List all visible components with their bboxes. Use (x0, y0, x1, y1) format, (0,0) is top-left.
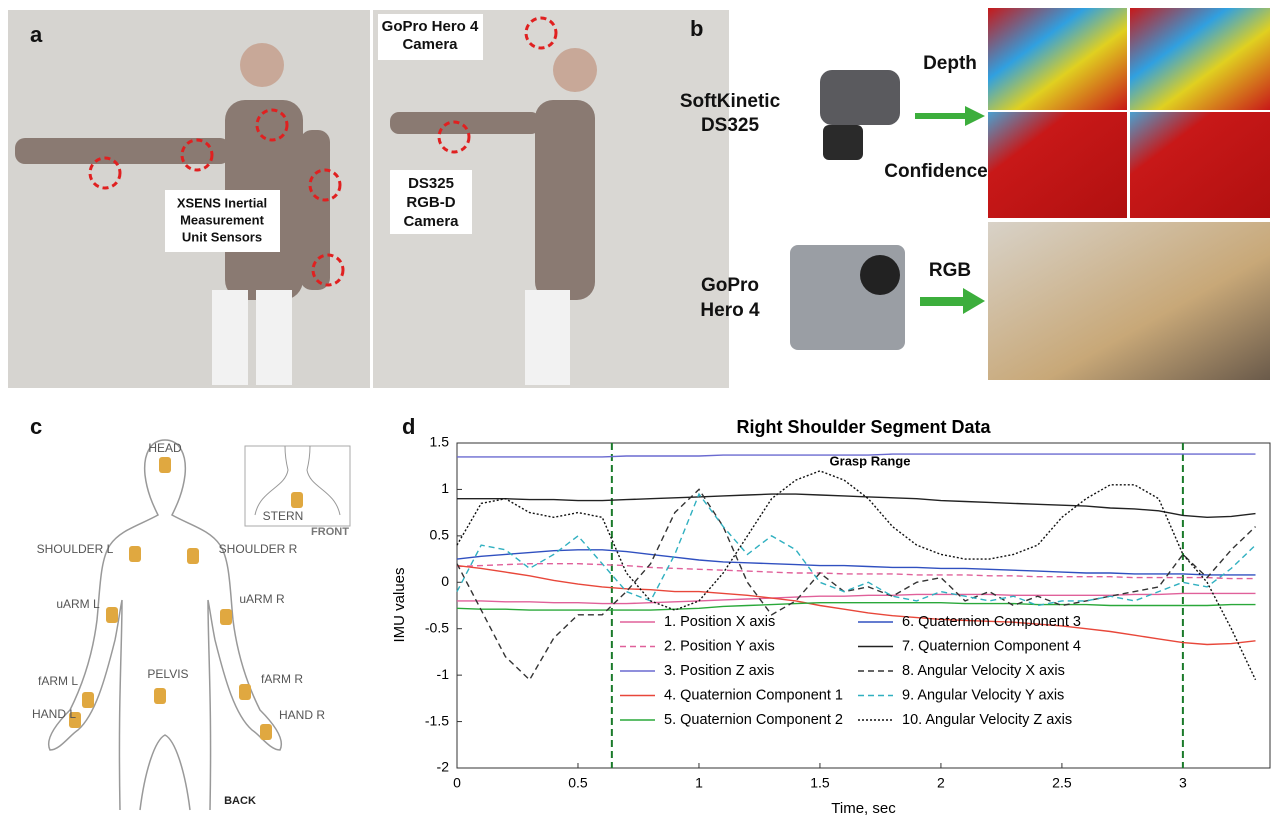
legend-label: 1. Position X axis (664, 614, 775, 630)
sensor-patch (106, 607, 118, 623)
legend-label: 10. Angular Velocity Z axis (902, 712, 1072, 728)
sensor-patch (291, 492, 303, 508)
y-axis-label: IMU values (391, 567, 408, 642)
sensor-patch (239, 684, 251, 700)
x-tick-label: 2 (937, 775, 945, 791)
device-label: GoPro (701, 275, 759, 296)
y-tick-label: -0.5 (425, 619, 449, 635)
legend-label: 3. Position Z axis (664, 663, 774, 679)
panel-label: b (690, 16, 703, 41)
panel-label: a (30, 22, 43, 47)
x-tick-label: 2.5 (1052, 775, 1072, 791)
x-tick-label: 1 (695, 775, 703, 791)
annotation: Grasp Range (830, 453, 911, 468)
callout: XSENS Inertial (177, 195, 267, 210)
sensor-patch (159, 457, 171, 473)
stream-label: Confidence (884, 161, 987, 182)
y-tick-label: 0.5 (430, 527, 450, 543)
sensor-patch (187, 548, 199, 564)
legend-label: 6. Quaternion Component 3 (902, 614, 1081, 630)
sensor-patch (129, 546, 141, 562)
confidence-image (988, 112, 1127, 218)
sensor-label: SHOULDER R (219, 542, 298, 556)
y-tick-label: -2 (437, 759, 450, 775)
callout: Camera (403, 213, 459, 230)
x-tick-label: 0.5 (568, 775, 588, 791)
sensor-label: STERN (263, 509, 304, 523)
panel-label: d (402, 414, 415, 439)
depth-image (1130, 8, 1270, 110)
callout: GoPro Hero 4 (382, 18, 479, 35)
x-tick-label: 3 (1179, 775, 1187, 791)
sensor-patch (82, 692, 94, 708)
sensor-patch (220, 609, 232, 625)
y-tick-label: -1.5 (425, 712, 449, 728)
legend-label: 5. Quaternion Component 2 (664, 712, 843, 728)
view-label: BACK (224, 795, 256, 807)
legend-label: 7. Quaternion Component 4 (902, 638, 1081, 654)
sensor-patch (260, 724, 272, 740)
gopro-lens (860, 255, 900, 295)
device-label: SoftKinetic (680, 91, 781, 112)
softkinetic-camera (820, 70, 900, 125)
sensor-label: SHOULDER L (37, 542, 114, 556)
sensor-label: uARM L (56, 597, 100, 611)
confidence-image (1130, 112, 1270, 218)
stream-label: Depth (923, 53, 977, 74)
rgb-image (988, 222, 1270, 380)
sensor-label: uARM R (239, 592, 285, 606)
chart: -2 -1.5 -1 -0.5 0 0.5 1 1.5 0 0.5 1 1.5 2 2.5 3 1. Posi… (391, 417, 1270, 817)
arrows (915, 106, 985, 314)
stream-label: RGB (929, 260, 971, 281)
sensor-label: HAND L (32, 707, 76, 721)
callout: Camera (402, 36, 458, 53)
x-tick-label: 0 (453, 775, 461, 791)
camera-stand (823, 125, 863, 160)
callout: Unit Sensors (182, 229, 262, 244)
sensor-label: fARM L (38, 674, 78, 688)
figure: -2 -1.5 -1 -0.5 0 0.5 1 1.5 0 0.5 1 1.5 2 2.5 3 1. Posi… (0, 0, 1280, 821)
sensor-label: fARM R (261, 672, 303, 686)
device-label: DS325 (701, 115, 760, 136)
callout: DS325 (408, 175, 454, 192)
y-tick-label: 1.5 (430, 434, 450, 450)
legend-label: 4. Quaternion Component 1 (664, 687, 843, 703)
legend-label: 2. Position Y axis (664, 638, 775, 654)
chart-title: Right Shoulder Segment Data (736, 417, 991, 437)
panel-label: c (30, 414, 42, 439)
y-tick-label: 1 (441, 480, 449, 496)
callout: RGB-D (406, 194, 455, 211)
legend-label: 8. Angular Velocity X axis (902, 663, 1065, 679)
legend-label: 9. Angular Velocity Y axis (902, 687, 1064, 703)
sensor-label: PELVIS (147, 667, 188, 681)
device-label: Hero 4 (700, 300, 760, 321)
y-tick-label: 0 (441, 573, 449, 589)
callout: Measurement (180, 212, 264, 227)
sensor-label: HEAD (148, 441, 182, 455)
sensor-label: HAND R (279, 708, 325, 722)
depth-image (988, 8, 1127, 110)
x-axis-label: Time, sec (831, 800, 896, 817)
y-tick-label: -1 (437, 666, 450, 682)
sensor-patch (154, 688, 166, 704)
x-tick-label: 1.5 (810, 775, 830, 791)
view-label: FRONT (311, 526, 349, 538)
